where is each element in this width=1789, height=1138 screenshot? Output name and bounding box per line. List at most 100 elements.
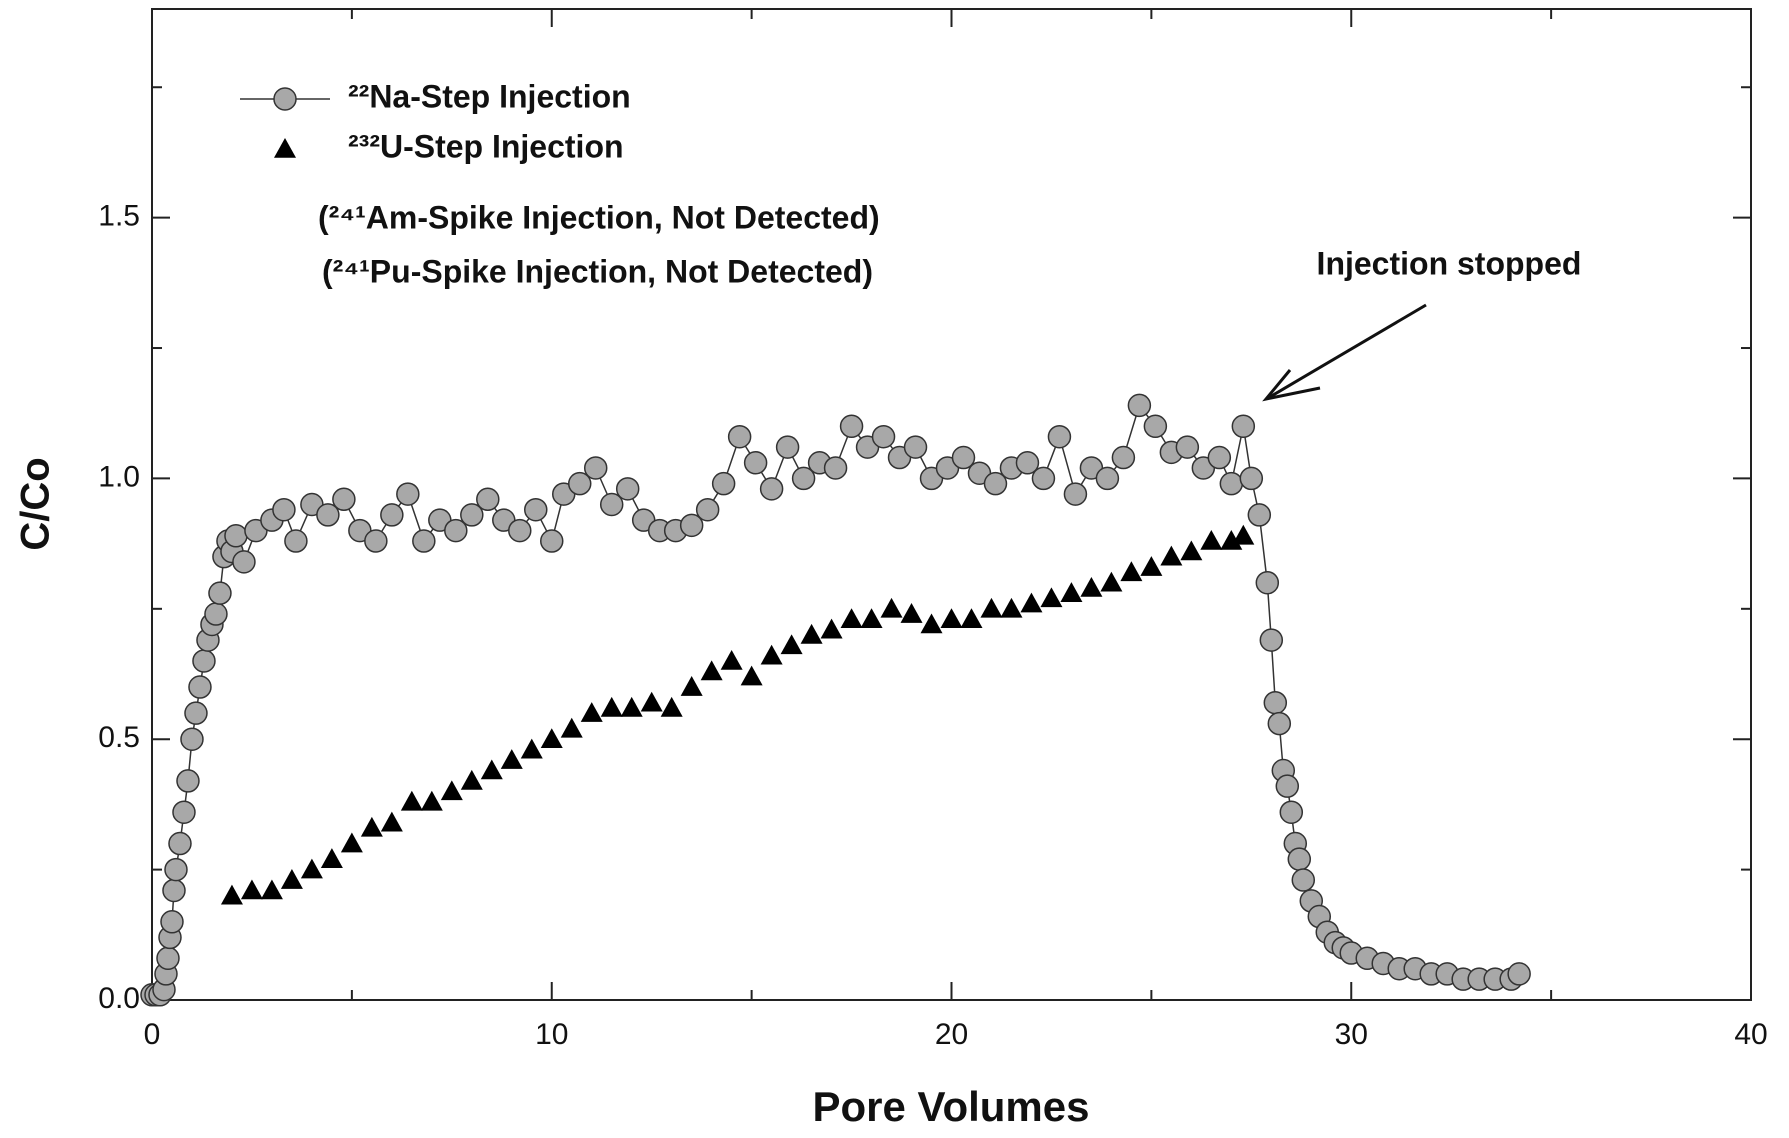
data-point <box>156 946 180 971</box>
data-point <box>760 644 783 665</box>
data-point <box>220 884 243 905</box>
data-point <box>740 665 763 686</box>
annotation: (²⁴¹Pu-Spike Injection, Not Detected) <box>322 253 873 289</box>
x-axis-title: Pore Volumes <box>813 1083 1090 1130</box>
data-point <box>660 696 683 717</box>
data-point <box>162 878 186 903</box>
data-point <box>1275 774 1300 798</box>
data-point <box>1015 451 1040 475</box>
data-point <box>567 471 592 496</box>
data-point <box>204 602 228 626</box>
data-point <box>1000 597 1023 618</box>
data-point <box>860 608 883 629</box>
data-point <box>176 769 200 793</box>
data-point <box>580 702 603 722</box>
data-point <box>184 701 208 725</box>
data-point <box>1255 570 1280 595</box>
data-point <box>420 790 443 811</box>
legend-label: ²²Na-Step Injection <box>348 78 631 114</box>
data-point <box>920 613 943 634</box>
data-point <box>460 769 483 790</box>
data-point <box>700 660 723 681</box>
data-point <box>524 497 548 522</box>
data-point <box>332 487 356 512</box>
data-point <box>508 518 532 543</box>
data-point <box>1291 868 1316 892</box>
data-point <box>160 910 184 934</box>
x-tick-label: 30 <box>1335 1018 1368 1051</box>
data-point <box>1267 711 1292 736</box>
data-point <box>1231 414 1256 439</box>
data-point <box>460 503 484 527</box>
data-point <box>364 529 388 553</box>
data-point <box>680 676 703 696</box>
data-point <box>340 832 363 853</box>
data-point <box>520 738 543 759</box>
x-tick-label: 40 <box>1734 1018 1767 1051</box>
data-point <box>300 858 323 879</box>
data-point <box>695 497 720 522</box>
data-point <box>1063 482 1088 506</box>
data-point <box>400 790 423 811</box>
data-point <box>540 529 564 553</box>
data-point <box>940 608 963 629</box>
data-point <box>1279 800 1304 824</box>
x-tick-label: 20 <box>935 1018 968 1051</box>
data-point <box>1040 587 1063 608</box>
data-point <box>240 879 263 900</box>
data-point <box>208 581 232 605</box>
data-point <box>679 513 704 538</box>
data-point <box>823 456 848 480</box>
data-point <box>711 471 736 496</box>
data-point <box>272 497 296 522</box>
x-tick-label: 0 <box>144 1018 161 1051</box>
data-point <box>871 424 896 449</box>
data-point <box>560 717 583 738</box>
data-point <box>1263 690 1288 715</box>
data-point <box>480 759 503 780</box>
data-point <box>1220 530 1243 550</box>
data-point <box>188 675 212 699</box>
data-point <box>1247 503 1272 527</box>
data-point <box>1180 540 1203 561</box>
data-point <box>640 691 663 712</box>
data-point <box>720 649 743 670</box>
data-point <box>232 550 256 574</box>
data-point <box>840 608 863 629</box>
x-tick-label: 10 <box>535 1018 568 1051</box>
data-point <box>600 696 623 717</box>
data-point <box>168 831 192 856</box>
data-point <box>412 529 436 553</box>
data-point <box>260 879 283 900</box>
data-point <box>440 780 463 801</box>
data-point <box>1120 561 1143 582</box>
data-point <box>1111 445 1136 470</box>
data-point <box>903 435 928 459</box>
data-point <box>280 869 303 889</box>
data-point <box>540 728 563 749</box>
data-point <box>980 597 1003 618</box>
legend-marker <box>274 138 296 158</box>
data-point <box>1060 582 1083 602</box>
data-point <box>727 424 752 449</box>
data-point <box>1232 524 1255 545</box>
data-point <box>759 477 784 501</box>
data-point <box>1259 628 1284 652</box>
y-tick-label: 0.0 <box>98 982 140 1015</box>
data-point <box>1287 847 1312 871</box>
data-point <box>1200 530 1223 550</box>
data-point <box>360 816 383 837</box>
data-point <box>284 529 308 553</box>
data-point <box>320 848 343 868</box>
data-point <box>880 597 903 618</box>
data-point <box>396 482 420 506</box>
arrow-head <box>1262 369 1321 402</box>
data-point <box>1095 466 1120 491</box>
data-point <box>983 471 1008 496</box>
y-tick-label: 1.0 <box>98 460 140 493</box>
data-point <box>1207 445 1232 470</box>
data-point <box>839 414 864 439</box>
annotation: (²⁴¹Am-Spike Injection, Not Detected) <box>318 199 880 235</box>
data-point <box>316 503 340 527</box>
